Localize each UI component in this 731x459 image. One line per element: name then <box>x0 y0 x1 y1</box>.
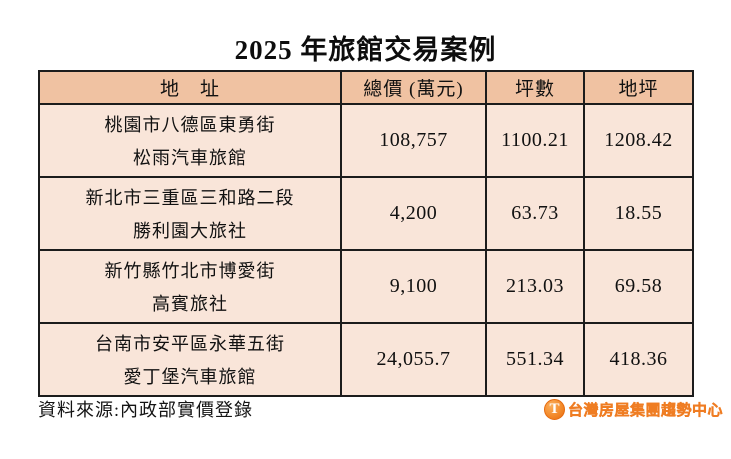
total-price-cell: 9,100 <box>340 249 487 324</box>
address-line2: 高賓旅社 <box>152 293 228 314</box>
address-cell: 台南市安平區永華五街 愛丁堡汽車旅館 <box>38 322 342 397</box>
address-line1: 新北市三重區三和路二段 <box>85 188 295 209</box>
footer: 資料來源:內政部實價登錄 T 台灣房屋集團趨勢中心 <box>38 396 723 422</box>
table-row: 桃園市八德區東勇街 松雨汽車旅館 108,757 1100.21 1208.42 <box>38 103 694 178</box>
page-title: 2025 年旅館交易案例 <box>234 35 497 65</box>
land-area-cell: 1208.42 <box>583 103 694 178</box>
address-line2: 松雨汽車旅館 <box>133 147 247 168</box>
header-floor-area: 坪數 <box>485 70 585 105</box>
floor-area-cell: 213.03 <box>485 249 585 324</box>
address-cell: 新北市三重區三和路二段 勝利園大旅社 <box>38 176 342 251</box>
address-line1: 新竹縣竹北市博愛街 <box>104 261 276 282</box>
table-row: 台南市安平區永華五街 愛丁堡汽車旅館 24,055.7 551.34 418.3… <box>38 322 694 397</box>
floor-area-cell: 63.73 <box>485 176 585 251</box>
address-cell: 桃園市八德區東勇街 松雨汽車旅館 <box>38 103 342 178</box>
total-price-cell: 24,055.7 <box>340 322 487 397</box>
floor-area-cell: 551.34 <box>485 322 585 397</box>
address-line2: 愛丁堡汽車旅館 <box>123 366 257 387</box>
header-address: 地 址 <box>38 70 342 105</box>
land-area-cell: 18.55 <box>583 176 694 251</box>
taiwan-housing-logo: T 台灣房屋集團趨勢中心 <box>543 398 723 420</box>
floor-area-cell: 1100.21 <box>485 103 585 178</box>
land-area-cell: 418.36 <box>583 322 694 397</box>
total-price-cell: 4,200 <box>340 176 487 251</box>
table-row: 新竹縣竹北市博愛街 高賓旅社 9,100 213.03 69.58 <box>38 249 694 324</box>
data-source-note: 資料來源:內政部實價登錄 <box>38 400 253 420</box>
taiwan-housing-logo-icon: T <box>543 398 565 420</box>
table-row: 新北市三重區三和路二段 勝利園大旅社 4,200 63.73 18.55 <box>38 176 694 251</box>
address-line2: 勝利園大旅社 <box>133 220 247 241</box>
table-header-row: 地 址 總價 (萬元) 坪數 地坪 <box>38 70 694 105</box>
address-line1: 台南市安平區永華五街 <box>95 334 285 355</box>
address-line1: 桃園市八德區東勇街 <box>104 115 276 136</box>
header-total-price: 總價 (萬元) <box>340 70 487 105</box>
header-land-area: 地坪 <box>583 70 694 105</box>
land-area-cell: 69.58 <box>583 249 694 324</box>
taiwan-housing-logo-text: 台灣房屋集團趨勢中心 <box>567 402 723 419</box>
deal-table-container: 地 址 總價 (萬元) 坪數 地坪 桃園市八德區東勇街 松雨汽車旅館 108,7… <box>38 70 694 397</box>
deal-table: 地 址 總價 (萬元) 坪數 地坪 桃園市八德區東勇街 松雨汽車旅館 108,7… <box>38 70 694 397</box>
total-price-cell: 108,757 <box>340 103 487 178</box>
address-cell: 新竹縣竹北市博愛街 高賓旅社 <box>38 249 342 324</box>
